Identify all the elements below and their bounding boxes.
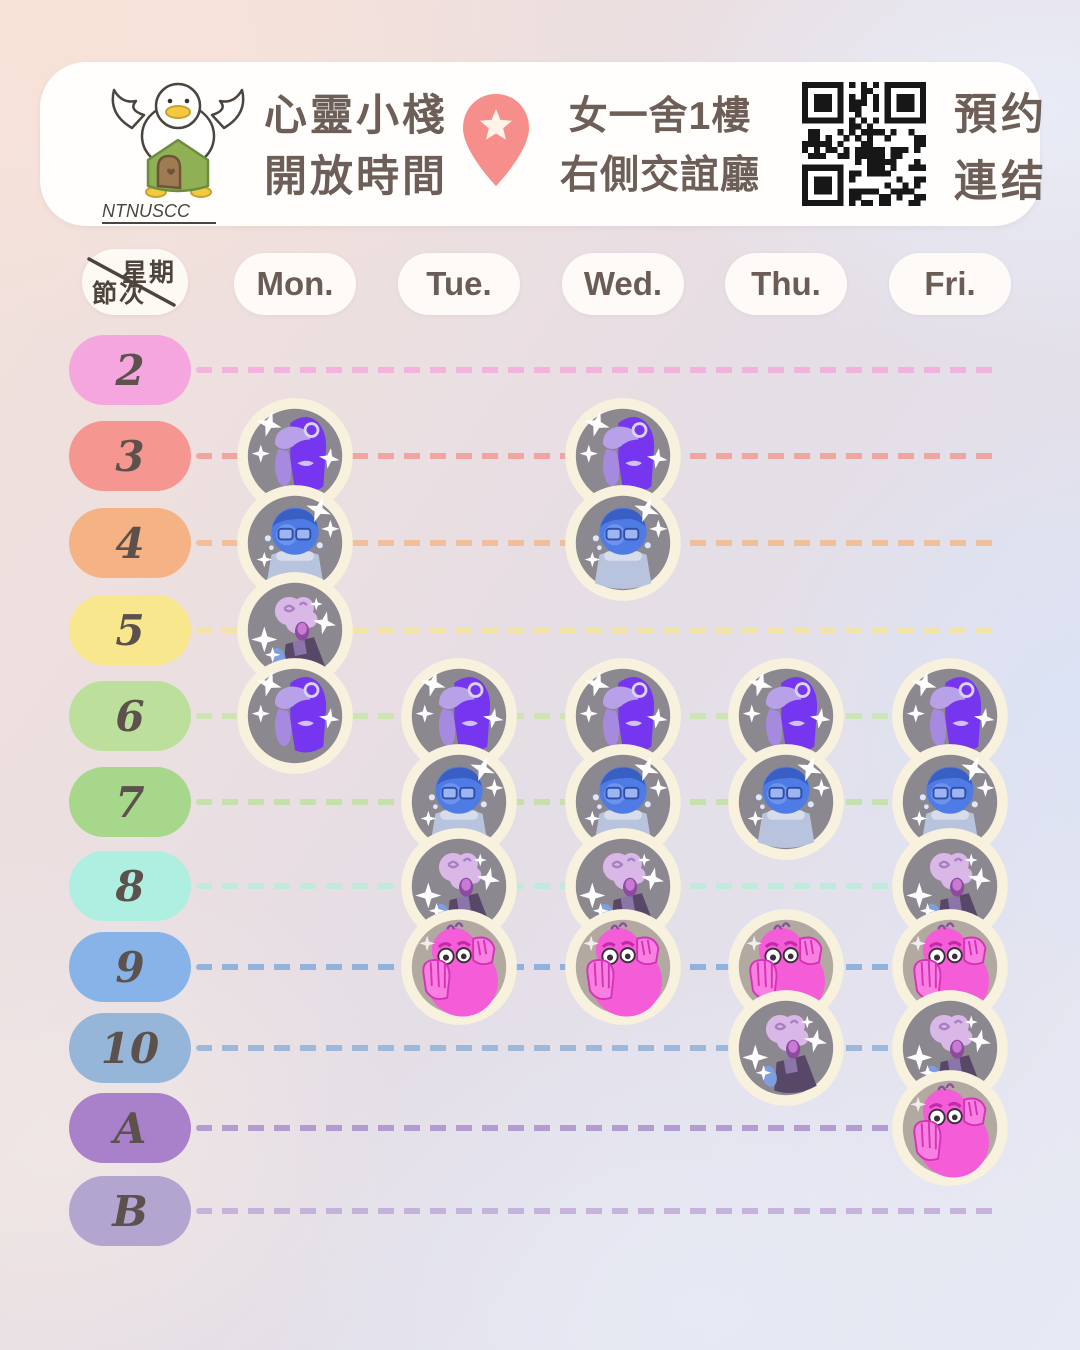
duck-logo: NTNUSCC bbox=[98, 70, 258, 224]
day-header-mon: Mon. bbox=[234, 253, 356, 315]
period-pill-8: 8 bbox=[69, 851, 191, 921]
pink-worried-character-sticker bbox=[400, 908, 518, 1026]
location-line1: 女一舍1樓 bbox=[568, 95, 752, 138]
booking-line2: 連结 bbox=[954, 157, 1048, 206]
title-line2: 開放時間 bbox=[264, 153, 448, 202]
day-header-thu: Thu. bbox=[725, 253, 847, 315]
period-pill-7: 7 bbox=[69, 767, 191, 837]
booking-link-text: 預约 連结 bbox=[946, 82, 1056, 215]
period-pill-10: 10 bbox=[69, 1013, 191, 1083]
lilac-yawning-character-sticker bbox=[727, 989, 845, 1107]
period-pill-B: B bbox=[69, 1176, 191, 1246]
title-line1: 心靈小棧 bbox=[264, 92, 448, 140]
period-pill-2: 2 bbox=[69, 335, 191, 405]
day-header-wed: Wed. bbox=[562, 253, 684, 315]
map-pin-star-icon bbox=[460, 92, 532, 192]
corner-header-cell: 星期 節次 bbox=[82, 249, 188, 315]
logo-text: NTNUSCC bbox=[102, 201, 216, 224]
blue-crying-character-sticker bbox=[564, 484, 682, 602]
day-header-tue: Tue. bbox=[398, 253, 520, 315]
booking-line1: 預约 bbox=[954, 91, 1048, 139]
period-pill-9: 9 bbox=[69, 932, 191, 1002]
poster-title: 心靈小棧 開放時間 bbox=[252, 86, 460, 208]
row-line-5 bbox=[196, 627, 1002, 633]
pink-worried-character-sticker bbox=[891, 1069, 1009, 1187]
period-pill-3: 3 bbox=[69, 421, 191, 491]
row-line-10 bbox=[196, 1045, 1002, 1051]
pink-worried-character-sticker bbox=[564, 908, 682, 1026]
location-text: 女一舍1樓 右側交誼廳 bbox=[540, 88, 780, 205]
corner-label-period: 節次 bbox=[92, 280, 147, 308]
row-line-2 bbox=[196, 367, 1002, 373]
period-pill-6: 6 bbox=[69, 681, 191, 751]
diagonal-divider bbox=[87, 257, 176, 307]
duck-on-house-icon bbox=[111, 82, 245, 198]
booking-qr-code[interactable] bbox=[802, 82, 927, 207]
row-line-A bbox=[196, 1125, 1002, 1131]
period-pill-4: 4 bbox=[69, 508, 191, 578]
day-header-fri: Fri. bbox=[889, 253, 1011, 315]
blue-crying-character-sticker bbox=[727, 743, 845, 861]
row-line-B bbox=[196, 1208, 1002, 1214]
period-pill-5: 5 bbox=[69, 595, 191, 665]
period-pill-A: A bbox=[69, 1093, 191, 1163]
corner-label-day: 星期 bbox=[121, 259, 176, 287]
purple-character-sticker bbox=[236, 657, 354, 775]
header-card: NTNUSCC 心靈小棧 開放時間 女一舍1樓 右側交誼廳 預约 連结 bbox=[40, 62, 1044, 226]
location-line2: 右側交誼廳 bbox=[559, 153, 760, 197]
